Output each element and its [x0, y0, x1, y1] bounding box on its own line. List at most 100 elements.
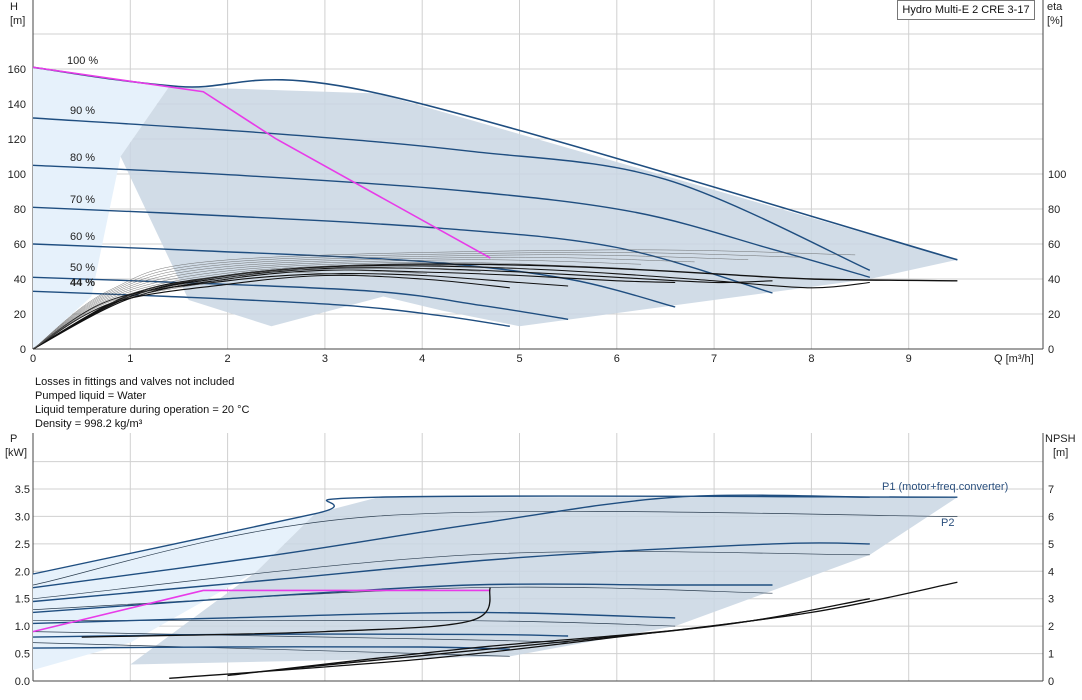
npsh-tick-label: 0 [1048, 676, 1054, 688]
speed-label: 100 % [67, 55, 98, 67]
npsh-axis-title: NPSH [1045, 433, 1076, 445]
p1-curve [32, 494, 870, 589]
npsh-curve [276, 617, 773, 671]
power-chart: 0.0 0.5 1.0 1.5 2.0 2.5 3.0 3.5 0 1 2 3 4 5 6 7 P [kW] NPS… [5, 433, 1076, 688]
efficiency-curve-thin [32, 254, 749, 350]
head-curve [32, 117, 871, 271]
p1-curve [32, 633, 569, 638]
efficiency-curve [32, 274, 510, 350]
y-tick-label: 20 [14, 309, 26, 321]
product-label: Hydro Multi-E 2 CRE 3-17 [897, 0, 1035, 20]
speed-label: 90 % [70, 105, 95, 117]
npsh-curve [81, 587, 491, 638]
x-tick-label: 2 [225, 353, 231, 365]
p-tick-label: 3.5 [15, 484, 30, 496]
p-tick-label: 0.0 [15, 676, 30, 688]
eta-axis-title: eta [1047, 1, 1063, 13]
y-tick-label: 100 [8, 169, 26, 181]
head-curve [32, 243, 676, 308]
p2-curve [32, 631, 569, 643]
p1-curve [32, 611, 676, 625]
head-curve [32, 164, 870, 278]
efficiency-curve-thin [32, 256, 695, 350]
eta-tick-label: 0 [1048, 344, 1054, 356]
p2-curve [32, 551, 870, 600]
x-tick-label: 3 [322, 353, 328, 365]
p1-series-label: P1 (motor+freq.converter) [882, 481, 1008, 493]
head-curve [32, 206, 773, 294]
p-tick-label: 1.5 [15, 594, 30, 606]
p2-curve [32, 510, 958, 586]
speed-label: 80 % [70, 152, 95, 164]
x-tick-label: 8 [808, 353, 814, 365]
p-tick-label: 2.5 [15, 539, 30, 551]
npsh-axis-unit: [m] [1053, 447, 1068, 459]
note-temperature: Liquid temperature during operation = 20… [35, 404, 250, 416]
head-curve [32, 276, 569, 320]
eta-tick-label: 80 [1048, 204, 1060, 216]
p-axis-title: P [10, 433, 17, 445]
x-tick-label: 9 [906, 353, 912, 365]
p-axis-unit: [kW] [5, 447, 27, 459]
eta-tick-label: 20 [1048, 309, 1060, 321]
efficiency-curve-thin [32, 271, 374, 350]
npsh-tick-label: 5 [1048, 539, 1054, 551]
head-chart: 0 1 2 3 4 5 6 7 8 9 0 20 40 60 80 100 120 140 160 0 20 40 60 80… [8, 0, 1066, 365]
x-axis-title: Q [m³/h] [994, 353, 1034, 365]
p-tick-label: 2.0 [15, 566, 30, 578]
x-tick-label: 7 [711, 353, 717, 365]
p-tick-label: 1.0 [15, 621, 30, 633]
x-tick-label: 1 [127, 353, 133, 365]
y-axis-title: H [10, 1, 18, 13]
p2-curve [32, 586, 773, 611]
duty-line [32, 66, 491, 259]
x-tick-label: 0 [30, 353, 36, 365]
speed-label: 70 % [70, 194, 95, 206]
note-losses: Losses in fittings and valves not includ… [35, 376, 235, 388]
p1-curve [32, 542, 870, 603]
npsh-tick-label: 3 [1048, 594, 1054, 606]
operating-envelope [120, 86, 958, 327]
y-axis-unit: [m] [10, 15, 25, 27]
eta-axis-unit: [%] [1047, 15, 1063, 27]
y-tick-label: 140 [8, 99, 26, 111]
x-tick-label: 6 [614, 353, 620, 365]
note-density: Density = 998.2 kg/m³ [35, 418, 143, 430]
p-tick-label: 3.0 [15, 511, 30, 523]
p1-curve [32, 646, 510, 650]
duty-line [32, 589, 491, 633]
y-tick-label: 0 [20, 344, 26, 356]
speed-label: 60 % [70, 231, 95, 243]
x-tick-label: 5 [516, 353, 522, 365]
p1-curve [32, 583, 773, 614]
y-tick-label: 60 [14, 239, 26, 251]
speed-label: 50 % [70, 262, 95, 274]
eta-tick-label: 60 [1048, 239, 1060, 251]
npsh-tick-label: 1 [1048, 649, 1054, 661]
note-liquid: Pumped liquid = Water [35, 390, 147, 402]
eta-tick-label: 100 [1048, 169, 1066, 181]
eta-tick-label: 40 [1048, 274, 1060, 286]
y-tick-label: 120 [8, 134, 26, 146]
npsh-tick-label: 6 [1048, 511, 1054, 523]
npsh-tick-label: 2 [1048, 621, 1054, 633]
efficiency-curve-thin [32, 266, 481, 350]
npsh-curve [169, 581, 958, 679]
efficiency-curve [32, 263, 958, 350]
efficiency-curve-thin [32, 249, 856, 350]
low-flow-envelope [33, 513, 316, 671]
p2-curve [32, 642, 510, 657]
npsh-tick-label: 7 [1048, 484, 1054, 496]
efficiency-curve-thin [32, 269, 428, 350]
y-tick-label: 40 [14, 274, 26, 286]
p-tick-label: 0.5 [15, 649, 30, 661]
efficiency-curve-thin [32, 252, 802, 350]
y-tick-label: 80 [14, 204, 26, 216]
y-tick-label: 160 [8, 64, 26, 76]
efficiency-curve-thin [32, 259, 642, 350]
speed-label: 44 % [70, 277, 95, 289]
p1-curve [32, 495, 958, 575]
efficiency-curve-thin [32, 264, 535, 350]
operating-envelope [130, 497, 958, 665]
